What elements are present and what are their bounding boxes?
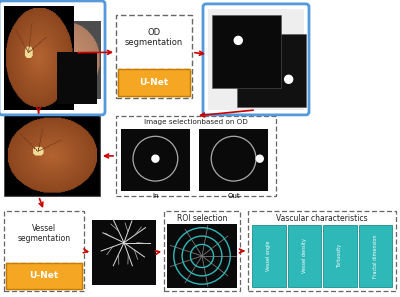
Text: Vessel
segmentation: Vessel segmentation <box>18 224 70 243</box>
Text: ROI selection: ROI selection <box>177 214 227 223</box>
Bar <box>4 116 100 196</box>
Bar <box>252 225 286 287</box>
Bar <box>288 225 321 287</box>
Text: OD
segmentation: OD segmentation <box>125 28 183 47</box>
Text: Out: Out <box>227 193 240 199</box>
Circle shape <box>285 75 293 83</box>
Bar <box>323 225 356 287</box>
Bar <box>116 15 192 98</box>
Bar <box>118 69 190 96</box>
Bar <box>121 129 190 191</box>
Text: U-Net: U-Net <box>29 271 59 280</box>
Bar <box>237 34 306 107</box>
Bar <box>212 15 281 88</box>
Bar <box>116 116 276 196</box>
Bar <box>358 225 392 287</box>
Bar <box>164 211 240 291</box>
Text: U-Net: U-Net <box>139 78 169 87</box>
Bar <box>167 224 237 288</box>
Text: In: In <box>152 193 159 199</box>
Bar <box>92 220 156 285</box>
Bar <box>6 263 82 289</box>
Circle shape <box>256 155 263 162</box>
Text: Fractal dimension: Fractal dimension <box>373 234 378 278</box>
Text: Image selectionbased on OD: Image selectionbased on OD <box>144 119 248 125</box>
Circle shape <box>234 37 242 45</box>
Text: Vascular characteristics: Vascular characteristics <box>276 214 368 223</box>
Bar <box>6 263 82 289</box>
Bar <box>248 211 396 291</box>
Circle shape <box>152 155 159 162</box>
Bar <box>199 129 268 191</box>
Bar <box>208 9 304 110</box>
Bar <box>57 52 97 104</box>
Bar <box>4 211 84 291</box>
Text: Vessel density: Vessel density <box>302 238 307 274</box>
Text: Tortuosity: Tortuosity <box>337 244 342 268</box>
Bar <box>118 69 190 96</box>
Text: Vessel angle: Vessel angle <box>266 241 271 271</box>
